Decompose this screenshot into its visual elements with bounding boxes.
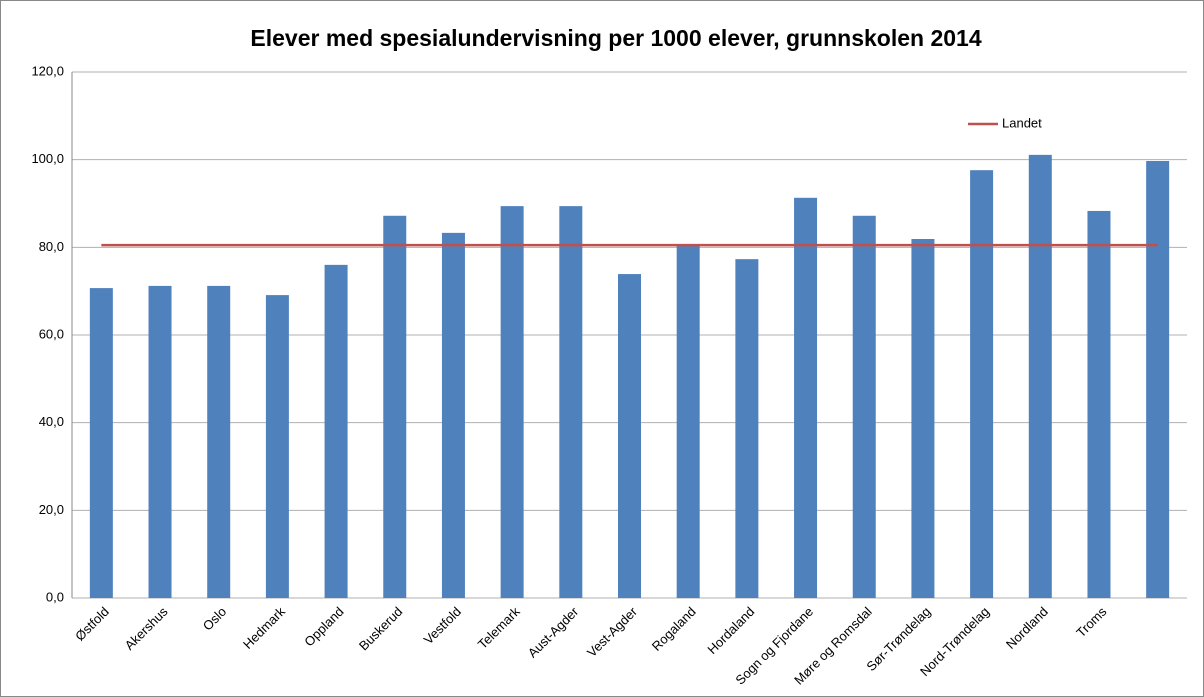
chart-title: Elever med spesialundervisning per 1000 … [250,25,981,51]
bar [441,232,465,598]
bar [1028,154,1052,598]
y-tick-label: 60,0 [39,326,64,341]
bar [676,245,700,598]
bar [148,285,172,598]
bar [794,197,818,598]
y-tick-label: 40,0 [39,414,64,429]
bar [1087,210,1111,598]
y-tick-label: 20,0 [39,502,64,517]
bar [265,295,289,598]
bar [618,274,641,598]
bar [89,288,113,598]
bar [735,259,759,598]
bar [207,285,231,598]
bar [852,215,876,599]
y-tick-label: 100,0 [31,151,64,166]
bar [911,239,935,598]
y-tick-label: 80,0 [39,239,64,254]
bar [500,206,524,598]
bar [1146,160,1170,598]
y-tick-label: 0,0 [46,589,64,604]
y-tick-label: 120,0 [31,63,64,78]
bar [383,215,407,599]
bar [324,264,348,598]
legend-label: Landet [1002,115,1042,130]
bar [970,170,994,599]
bar [559,206,583,598]
